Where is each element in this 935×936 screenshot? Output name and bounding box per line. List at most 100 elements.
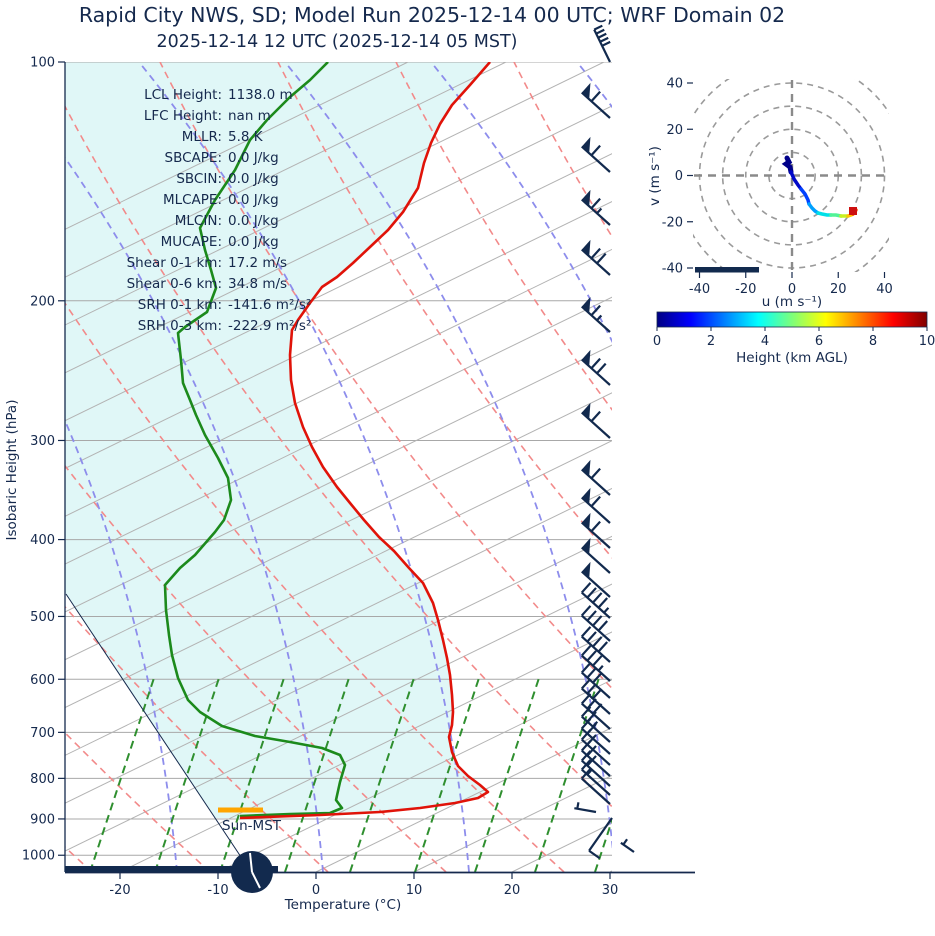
hodograph-trace-segment: [807, 202, 820, 215]
hodo-u-tick-label: 20: [830, 282, 847, 297]
barb-full: [593, 24, 603, 31]
x-tick-label: 20: [504, 883, 521, 898]
wind-barb: [580, 605, 611, 642]
barb-pennant: [581, 136, 591, 154]
barb-full: [586, 650, 597, 662]
barb-pennant: [581, 402, 591, 420]
annotation-label: SRH 0-3 km:: [138, 318, 222, 334]
y-tick-label: 600: [30, 673, 55, 688]
barb-full: [580, 605, 592, 617]
barb-pennant: [581, 296, 591, 314]
wind-barb: [580, 740, 611, 777]
barb-full: [580, 729, 592, 741]
barb-staff: [581, 521, 611, 549]
barb-full: [580, 706, 592, 718]
wind-barb: [580, 678, 611, 715]
stability-indices-block: LCL Height: 1138.0 m LFC Height: nan m MLLR:…: [127, 87, 312, 334]
barb-full: [590, 467, 601, 480]
barb-staff: [581, 738, 611, 766]
isotherm-line: [65, 487, 612, 756]
mixing-ratio-line: [284, 677, 350, 872]
wind-barb: [581, 82, 611, 119]
barb-full: [597, 620, 608, 632]
annotation-value: 1138.0 m: [228, 87, 293, 103]
barb-full: [590, 410, 601, 423]
annotation-value: 34.8 m/s: [228, 276, 287, 292]
skewt-profile-curves: [65, 62, 491, 867]
colorbar-label: Height (km AGL): [736, 350, 848, 366]
barb-full: [601, 40, 611, 47]
barb-pennant: [581, 349, 591, 367]
colorbar-tick-label: 4: [761, 334, 769, 349]
barb-full: [597, 32, 607, 39]
barb-half: [596, 314, 603, 322]
annotation-label: SRH 0-1 km:: [138, 297, 222, 313]
wind-barb: [581, 296, 611, 333]
annotation-label: Shear 0-1 km:: [127, 255, 222, 271]
barb-pennant: [581, 459, 591, 477]
barb-half: [586, 769, 593, 776]
moist-adiabat-line: [430, 62, 612, 344]
hodo-u-tick-label: -20: [735, 282, 756, 297]
barb-pennant: [581, 512, 591, 530]
barb-pennant: [581, 82, 591, 100]
annotation-label: SBCAPE:: [165, 150, 222, 166]
x-tick-label: -10: [207, 883, 228, 898]
colorbar-tick-label: 0: [653, 334, 661, 349]
wind-barb: [581, 487, 611, 524]
clock-minute-hand: [249, 852, 253, 873]
barb-staff: [581, 570, 611, 598]
colorbar-tick-label: 6: [815, 334, 823, 349]
height-colorbar: 0 2 4 6 8 10: [653, 311, 935, 349]
barb-full: [590, 304, 601, 317]
annotation-value: 0.0 J/kg: [228, 192, 279, 208]
wind-barb: [620, 838, 635, 853]
barb-full: [592, 636, 603, 648]
hodo-u-tick-label: -40: [689, 282, 710, 297]
dry-adiabat-line: [750, 62, 935, 872]
isotherm-line: [65, 440, 612, 709]
wind-barb: [581, 189, 611, 226]
isotherm-line: [65, 62, 409, 230]
x-tick-label: 0: [312, 883, 320, 898]
annotation-value: 5.8 K: [228, 129, 264, 145]
valid-time-subtitle: 2025-12-14 12 UTC (2025-12-14 05 MST): [157, 32, 518, 52]
barb-full: [586, 631, 597, 643]
mixing-ratio-line: [414, 677, 480, 872]
surface-markers: [65, 807, 278, 893]
barb-full: [580, 740, 592, 752]
barb-full: [596, 362, 607, 375]
barb-full: [592, 592, 603, 604]
isotherm-line: [65, 200, 612, 470]
hodo-v-tick-label: -40: [662, 262, 683, 277]
y-tick-label: 400: [30, 533, 55, 548]
x-tick-label: -20: [109, 883, 130, 898]
wind-barb: [580, 759, 611, 796]
wind-barb: [580, 626, 611, 663]
barb-staff: [581, 715, 611, 743]
barb-full: [586, 610, 597, 622]
y-tick-label: 300: [30, 434, 55, 449]
mixing-ratio-line: [349, 677, 415, 872]
wind-barb: [581, 349, 611, 386]
barb-full: [580, 678, 592, 690]
mixing-ratio-line: [474, 677, 540, 872]
wind-barb: [580, 693, 611, 730]
wind-barb: [581, 239, 611, 276]
barb-full: [592, 672, 603, 684]
isotherm-line: [119, 631, 612, 872]
hodograph-panel: 40 20 0 -20 -40 -40 -20 0 20 40: [662, 77, 893, 298]
barb-full: [597, 641, 608, 653]
isotherm-line: [65, 105, 612, 374]
temperature-curve: [239, 62, 491, 820]
barb-full: [580, 645, 592, 657]
wind-barb: [581, 402, 611, 439]
moist-adiabat-line: [576, 62, 612, 109]
barb-full: [586, 698, 597, 710]
hodograph-grid: [693, 79, 889, 272]
wind-barb-column: [574, 24, 635, 860]
mixing-ratio-line: [154, 677, 220, 872]
barb-staff: [574, 807, 597, 814]
barb-pennant: [581, 561, 591, 579]
